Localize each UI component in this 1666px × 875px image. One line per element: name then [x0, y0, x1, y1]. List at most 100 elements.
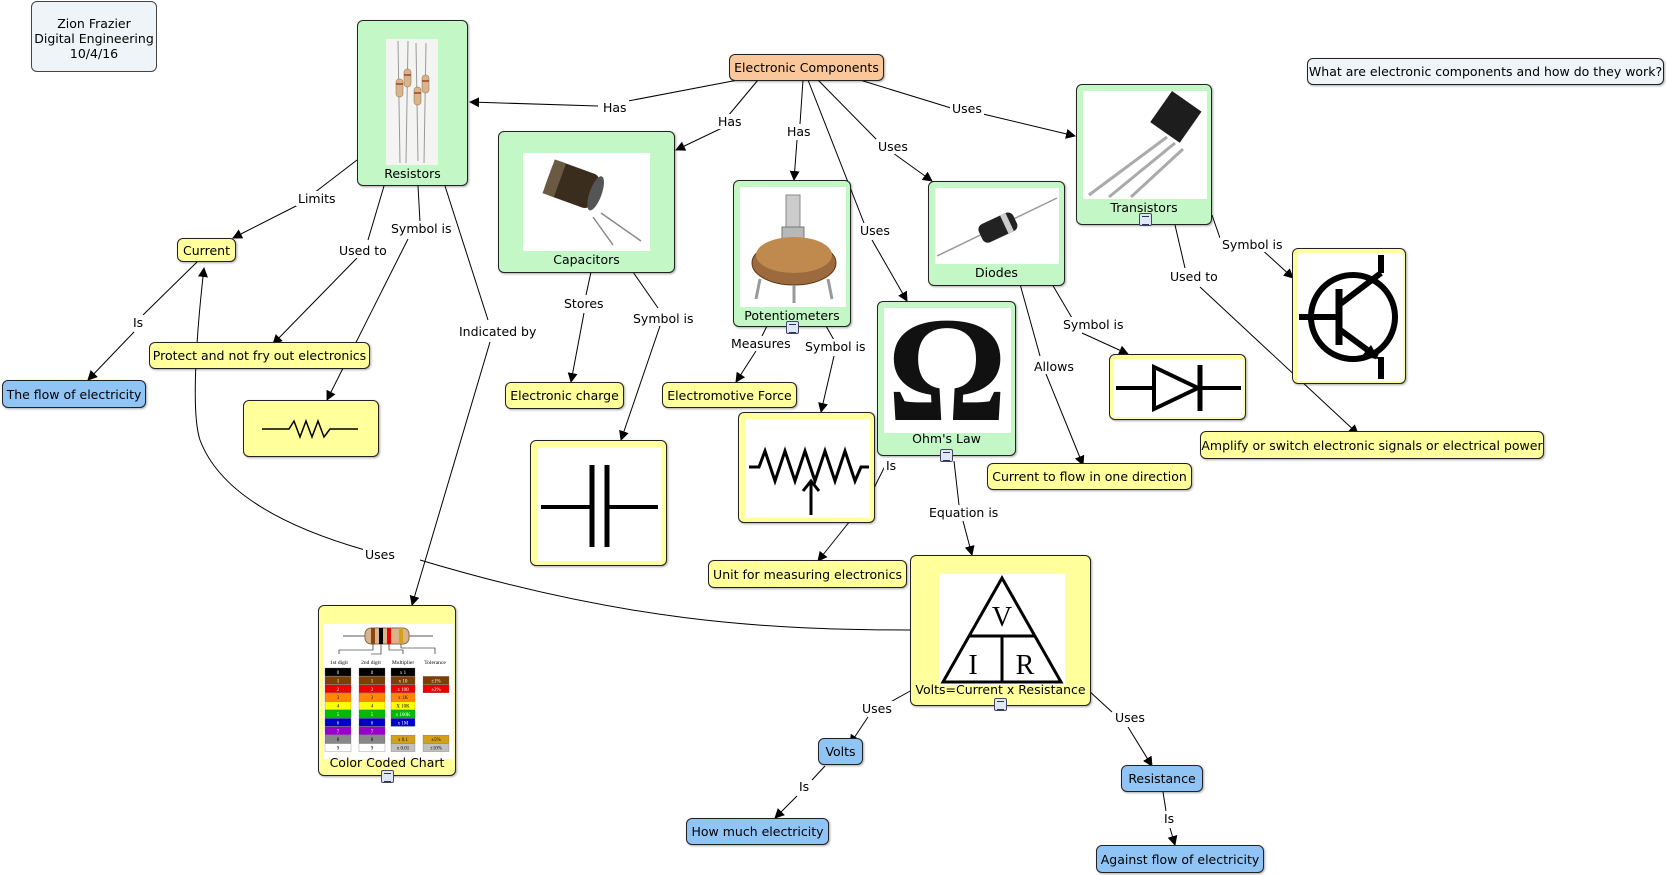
- color-chart-label: Color Coded Chart: [329, 755, 445, 770]
- link-label: Equation is: [927, 505, 1001, 520]
- potentiometer-symbol-node[interactable]: [738, 412, 875, 523]
- node-against-flow[interactable]: Against flow of electricity: [1096, 845, 1264, 873]
- root-node-electronic-components[interactable]: Electronic Components: [729, 54, 884, 81]
- diodes-node[interactable]: Diodes: [928, 181, 1065, 286]
- capacitor-symbol-icon: [541, 465, 658, 547]
- node-current[interactable]: Current: [177, 238, 236, 262]
- svg-text:3: 3: [371, 696, 374, 701]
- potentiometer-photo: [740, 187, 846, 307]
- link-label: Has: [601, 100, 629, 115]
- link-label: Uses: [858, 223, 892, 238]
- focus-question[interactable]: What are electronic components and how d…: [1307, 58, 1664, 85]
- potentiometer-symbol-icon: [749, 446, 869, 515]
- capacitor-symbol: [537, 447, 662, 561]
- author-name: Zion Frazier: [57, 16, 131, 31]
- edge-arrow: [675, 126, 725, 151]
- link-label: Is: [797, 779, 812, 794]
- link-label: Symbol is: [1220, 237, 1285, 252]
- link-label: Has: [716, 114, 744, 129]
- color-chart-icon: 1st digit 2nd digit Multiplier Tolerance…: [324, 627, 450, 752]
- link-label: Uses: [1113, 710, 1147, 725]
- svg-text:7: 7: [371, 730, 374, 735]
- link-label: Uses: [363, 547, 397, 562]
- edge-line: [727, 79, 759, 117]
- svg-text:x 1: x 1: [400, 671, 407, 676]
- svg-text:2nd digit: 2nd digit: [361, 660, 381, 666]
- svg-text:4: 4: [371, 705, 374, 710]
- svg-text:1: 1: [337, 679, 340, 684]
- document-icon[interactable]: [1139, 213, 1152, 226]
- omega-icon: Ω: [887, 308, 1007, 433]
- link-label: Symbol is: [389, 221, 454, 236]
- svg-text:6: 6: [337, 721, 340, 726]
- svg-text:x 0.1: x 0.1: [398, 738, 409, 743]
- equation-node[interactable]: V I R Volts=Current x Resistance: [910, 555, 1091, 711]
- svg-text:x 100: x 100: [397, 688, 409, 693]
- svg-text:x 10: x 10: [399, 679, 408, 684]
- node-how-much[interactable]: How much electricity: [686, 818, 829, 845]
- potentiometers-node[interactable]: Potentiometers: [733, 180, 851, 334]
- transistors-label: Transistors: [1110, 200, 1178, 215]
- link-label: Stores: [562, 296, 606, 311]
- node-amplify[interactable]: Amplify or switch electronic signals or …: [1200, 431, 1544, 459]
- svg-text:9: 9: [337, 747, 340, 752]
- omega-image: Ω: [884, 308, 1011, 433]
- node-unit-measuring[interactable]: Unit for measuring electronics: [708, 560, 907, 588]
- document-icon[interactable]: [994, 698, 1007, 711]
- node-current-one-direction[interactable]: Current to flow in one direction: [987, 463, 1192, 490]
- ohms-triangle-icon: V I R: [940, 574, 1064, 684]
- transistor-symbol-node[interactable]: [1292, 248, 1406, 384]
- document-icon[interactable]: [786, 321, 799, 334]
- node-resistance[interactable]: Resistance: [1121, 765, 1203, 792]
- diode-symbol-node[interactable]: [1109, 354, 1246, 420]
- link-label: Symbol is: [1061, 317, 1126, 332]
- node-flow-of-electricity[interactable]: The flow of electricity: [2, 380, 146, 408]
- svg-text:9: 9: [371, 747, 374, 752]
- link-label: Limits: [296, 191, 338, 206]
- svg-text:x 1M: x 1M: [398, 721, 409, 726]
- triangle-v: V: [992, 602, 1012, 633]
- svg-text:Ω: Ω: [887, 308, 1007, 433]
- resistors-label: Resistors: [384, 166, 441, 181]
- link-label: Uses: [950, 101, 984, 116]
- transistor-symbol: [1297, 253, 1403, 381]
- triangle-r: R: [1016, 650, 1035, 681]
- ohms-law-node[interactable]: Ω Ohm's Law: [877, 301, 1016, 462]
- potentiometer-icon: [751, 194, 837, 303]
- node-volts[interactable]: Volts: [818, 738, 863, 765]
- svg-text:6: 6: [371, 721, 374, 726]
- diode-icon: [936, 197, 1058, 257]
- link-label: Uses: [860, 701, 894, 716]
- svg-text:x 100K: x 100K: [396, 713, 411, 718]
- diode-photo: [935, 188, 1059, 264]
- link-label: Used to: [337, 243, 389, 258]
- link-label: Has: [785, 124, 813, 139]
- color-chart-image: 1st digit 2nd digit Multiplier Tolerance…: [323, 624, 453, 759]
- color-chart-node[interactable]: 1st digit 2nd digit Multiplier Tolerance…: [318, 605, 456, 783]
- author-class: Digital Engineering: [34, 31, 154, 46]
- svg-text:±1%: ±1%: [431, 679, 440, 684]
- svg-text:0: 0: [371, 671, 374, 676]
- capacitors-node[interactable]: Capacitors: [498, 131, 675, 273]
- resistors-node[interactable]: Resistors: [357, 20, 468, 186]
- svg-text:5: 5: [371, 713, 374, 718]
- transistor-symbol-icon: [1299, 255, 1398, 379]
- svg-text:Multiplier: Multiplier: [392, 660, 414, 666]
- svg-text:8: 8: [337, 738, 340, 743]
- svg-text:3: 3: [337, 696, 340, 701]
- resistor-symbol-node[interactable]: [243, 400, 379, 457]
- svg-text:±5%: ±5%: [431, 738, 440, 743]
- edge-arrow: [469, 97, 599, 108]
- transistors-node[interactable]: Transistors: [1076, 84, 1212, 226]
- transistor-photo: [1083, 91, 1207, 199]
- node-electronic-charge[interactable]: Electronic charge: [505, 382, 624, 409]
- document-icon[interactable]: [940, 449, 953, 462]
- svg-text:4: 4: [337, 705, 340, 710]
- svg-text:±10%: ±10%: [430, 747, 442, 752]
- capacitor-symbol-node[interactable]: [530, 440, 667, 566]
- node-electromotive-force[interactable]: Electromotive Force: [662, 382, 797, 408]
- svg-text:1st digit: 1st digit: [330, 660, 348, 666]
- node-protect[interactable]: Protect and not fry out electronics: [149, 342, 370, 369]
- document-icon[interactable]: [381, 770, 394, 783]
